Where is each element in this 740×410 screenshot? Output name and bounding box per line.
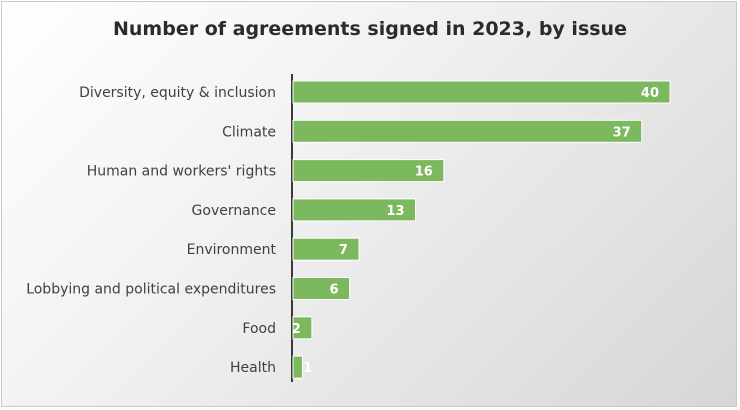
bar bbox=[292, 316, 313, 340]
bar bbox=[292, 80, 671, 104]
category-label: Food bbox=[242, 321, 276, 337]
bar bbox=[292, 119, 643, 143]
bar bbox=[292, 237, 360, 261]
bar bbox=[292, 198, 417, 222]
data-label: 1 bbox=[303, 361, 312, 376]
bar bbox=[292, 355, 303, 379]
category-label: Lobbying and political expenditures bbox=[26, 282, 276, 298]
category-label: Diversity, equity & inclusion bbox=[79, 85, 276, 101]
bar bbox=[292, 159, 445, 183]
data-label: 16 bbox=[415, 165, 433, 180]
data-label: 13 bbox=[386, 204, 404, 219]
bar bbox=[292, 277, 351, 300]
category-label: Environment bbox=[187, 242, 277, 258]
data-label: 37 bbox=[613, 125, 631, 140]
category-label: Climate bbox=[222, 124, 276, 140]
category-label: Governance bbox=[192, 203, 276, 219]
data-label: 6 bbox=[330, 283, 339, 298]
chart-title: Number of agreements signed in 2023, by … bbox=[113, 18, 627, 40]
category-label: Human and workers' rights bbox=[87, 164, 276, 180]
data-label: 40 bbox=[641, 86, 659, 101]
category-label: Health bbox=[230, 360, 276, 376]
data-label: 2 bbox=[292, 322, 301, 337]
data-label: 7 bbox=[339, 243, 348, 258]
